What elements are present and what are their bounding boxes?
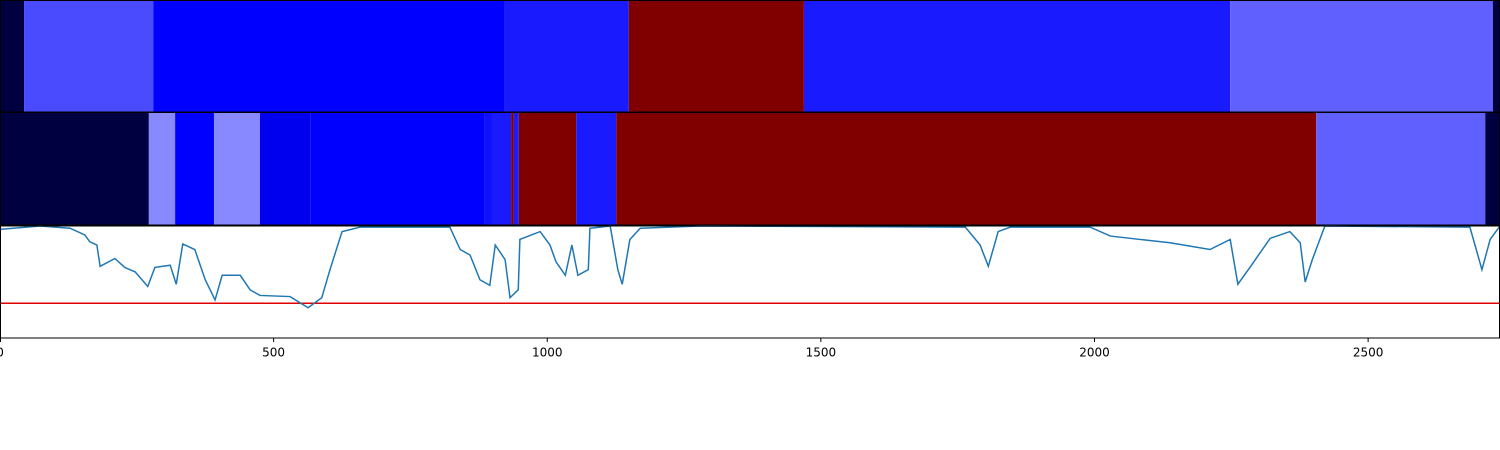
panel-frame (0, 225, 1500, 339)
x-tick-label: 1000 (532, 346, 563, 360)
band-segment (803, 1, 1231, 112)
band-segment (1485, 113, 1500, 225)
band-segment (213, 113, 260, 225)
x-tick-label: 500 (262, 346, 285, 360)
x-tick-label: 1500 (806, 346, 837, 360)
band-segment (175, 113, 214, 225)
band-segment (518, 113, 577, 225)
band-segment (616, 113, 1317, 225)
band-segment (0, 113, 149, 225)
x-tick-label: 2500 (1353, 346, 1384, 360)
band-segment (1492, 1, 1500, 112)
band-segment (153, 1, 505, 112)
band-segment (628, 1, 804, 112)
band-segment (491, 113, 512, 225)
band-segment (310, 113, 485, 225)
band-segment (576, 113, 617, 225)
band-segment (484, 113, 492, 225)
band-segment (0, 1, 25, 112)
band-segment (1316, 113, 1486, 225)
band-segment (504, 1, 629, 112)
x-tick-label: 2000 (1079, 346, 1110, 360)
band-segment (148, 113, 176, 225)
band-segment (259, 113, 311, 225)
line-series (0, 225, 1500, 309)
band-segment (24, 1, 154, 112)
band-segment (1230, 1, 1493, 112)
x-tick-label: 0 (0, 346, 4, 360)
band-segment (511, 113, 514, 225)
band-segment (513, 113, 519, 225)
